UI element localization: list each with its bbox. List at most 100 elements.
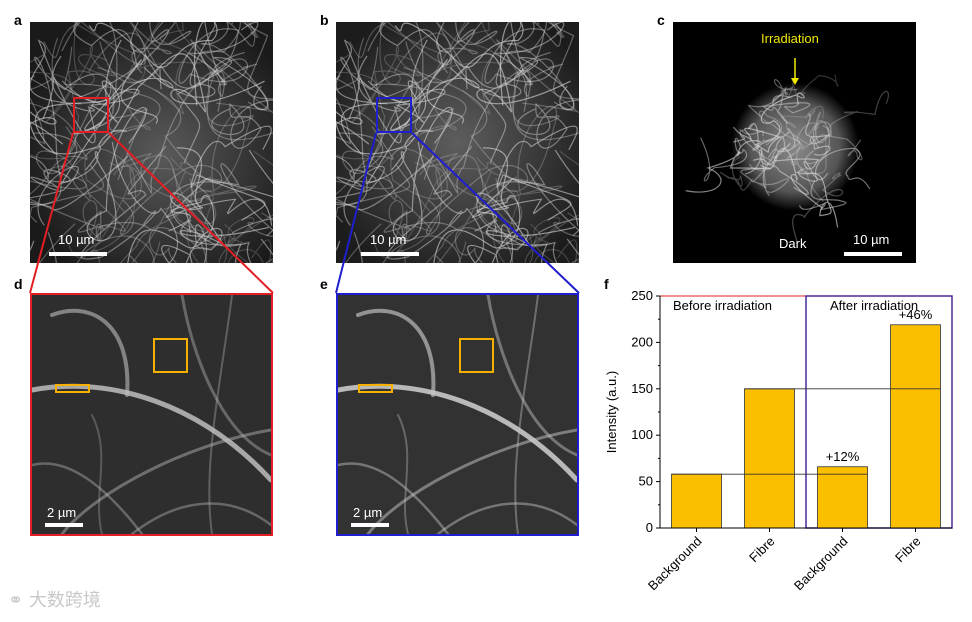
x-tick-label-3: Fibre xyxy=(892,534,924,566)
fibre-strand xyxy=(732,122,759,152)
bar-3 xyxy=(890,324,941,529)
x-tick-label-2: Background xyxy=(791,534,851,594)
fibre-strand xyxy=(745,149,809,195)
scale-label-d: 2 µm xyxy=(47,505,77,520)
fibre-strand xyxy=(30,45,116,123)
scale-label-c: 10 µm xyxy=(853,232,890,247)
fibre-strand xyxy=(336,111,408,171)
micrograph-b: 10 µm xyxy=(336,22,579,263)
fibre-strand xyxy=(758,110,801,148)
fibre-strand xyxy=(432,22,495,115)
fibre-strand xyxy=(30,198,151,242)
watermark-text: 大数跨境 xyxy=(28,590,101,611)
fibre-strand xyxy=(339,22,424,170)
scale-label-a: 10 µm xyxy=(58,232,95,247)
y-tick-label: 100 xyxy=(631,427,653,442)
y-tick-label: 50 xyxy=(639,474,653,489)
fibre-strand xyxy=(88,22,218,106)
micrograph-c: Irradiation Dark 10 µm xyxy=(673,22,916,263)
annotation-bar-3: +46% xyxy=(899,307,933,322)
fibre-strand xyxy=(226,22,258,47)
fibre-strand xyxy=(752,147,823,209)
background-roi-e xyxy=(459,338,494,373)
y-tick-label: 200 xyxy=(631,334,653,349)
intensity-chart: Before irradiation After irradiation 0 50… xyxy=(600,280,972,617)
fibre-strand xyxy=(748,79,798,118)
x-tick-label-1: Fibre xyxy=(746,534,778,566)
fibre-strand xyxy=(35,80,121,183)
fibre-strand xyxy=(804,120,832,165)
micrograph-a: 10 µm xyxy=(30,22,273,263)
fibre-strand xyxy=(98,53,265,148)
fibre-strand xyxy=(336,45,422,123)
irradiated-spot-c xyxy=(685,58,889,243)
y-tick-label: 0 xyxy=(646,520,653,535)
scale-bar-e xyxy=(351,523,389,527)
fibre-strand xyxy=(814,147,871,190)
fibre-strand xyxy=(380,22,498,100)
fibre-strand xyxy=(761,95,811,114)
fibre-strand xyxy=(700,137,748,182)
background-roi-d xyxy=(153,338,188,373)
fibre-strand xyxy=(532,22,564,47)
fibre-strand xyxy=(740,148,778,197)
fibre-strand xyxy=(336,37,365,91)
fibre-strand xyxy=(394,22,524,106)
fibre-strand xyxy=(126,22,189,115)
fibre-strand xyxy=(30,126,91,201)
fibre-strand xyxy=(67,22,137,136)
fibre-strand xyxy=(84,58,174,131)
fibre-strand xyxy=(773,142,819,182)
fibre-strand xyxy=(30,164,105,217)
fibre-strand xyxy=(33,22,118,170)
zoomed-fibres-d xyxy=(32,295,271,534)
watermark: ⚭ 大数跨境 xyxy=(8,586,101,612)
micrograph-e: 2 µm xyxy=(336,293,579,536)
panel-letter-b: b xyxy=(320,12,329,28)
fibre-strand xyxy=(336,126,397,201)
fibre-strand xyxy=(64,46,161,180)
dark-label: Dark xyxy=(779,236,807,251)
fibre-strand xyxy=(188,22,259,86)
fibre-strand xyxy=(737,127,782,156)
watermark-logo-icon: ⚭ xyxy=(8,590,24,611)
fibre-strand xyxy=(30,37,59,91)
fibre-strand xyxy=(790,134,813,176)
fibre-strand xyxy=(336,198,457,242)
zoom-region-box-b xyxy=(376,97,412,133)
fibre-strand xyxy=(805,113,831,156)
micrograph-d: 2 µm xyxy=(30,293,273,536)
x-tick-label-0: Background xyxy=(645,534,705,594)
after-irradiation-label: After irradiation xyxy=(830,298,918,313)
panel-letter-e: e xyxy=(320,276,328,292)
scale-label-b: 10 µm xyxy=(370,232,407,247)
bar-2 xyxy=(817,466,868,529)
fibre-strand xyxy=(494,22,565,86)
irradiation-label: Irradiation xyxy=(761,31,819,46)
fibre-network-b xyxy=(336,22,579,263)
scale-bar-a xyxy=(49,252,107,256)
fibre-strand xyxy=(349,22,453,73)
fibre-strand xyxy=(373,22,443,136)
fibre-roi-d xyxy=(55,384,90,393)
fibre-strand xyxy=(506,22,579,100)
panel-letter-a: a xyxy=(14,12,22,28)
bar-1 xyxy=(744,388,795,529)
y-tick-label: 250 xyxy=(631,288,653,303)
before-irradiation-label: Before irradiation xyxy=(673,298,772,313)
panel-letter-c: c xyxy=(657,12,665,28)
fibre-strand xyxy=(781,105,824,134)
fibre-strand xyxy=(752,128,796,153)
panel-letter-f: f xyxy=(604,276,609,292)
fibre-strand xyxy=(30,111,102,171)
fibre-strand xyxy=(792,172,844,243)
fibre-strand xyxy=(74,22,192,100)
zoom-region-box-a xyxy=(73,97,109,133)
fibre-strand xyxy=(370,46,467,180)
fibre-strand xyxy=(827,91,889,137)
fibre-strand xyxy=(200,22,273,100)
fibre-strand xyxy=(159,22,219,90)
fibre-strand xyxy=(465,22,525,90)
fibre-strand xyxy=(738,129,775,171)
annotation-bar-2: +12% xyxy=(826,449,860,464)
